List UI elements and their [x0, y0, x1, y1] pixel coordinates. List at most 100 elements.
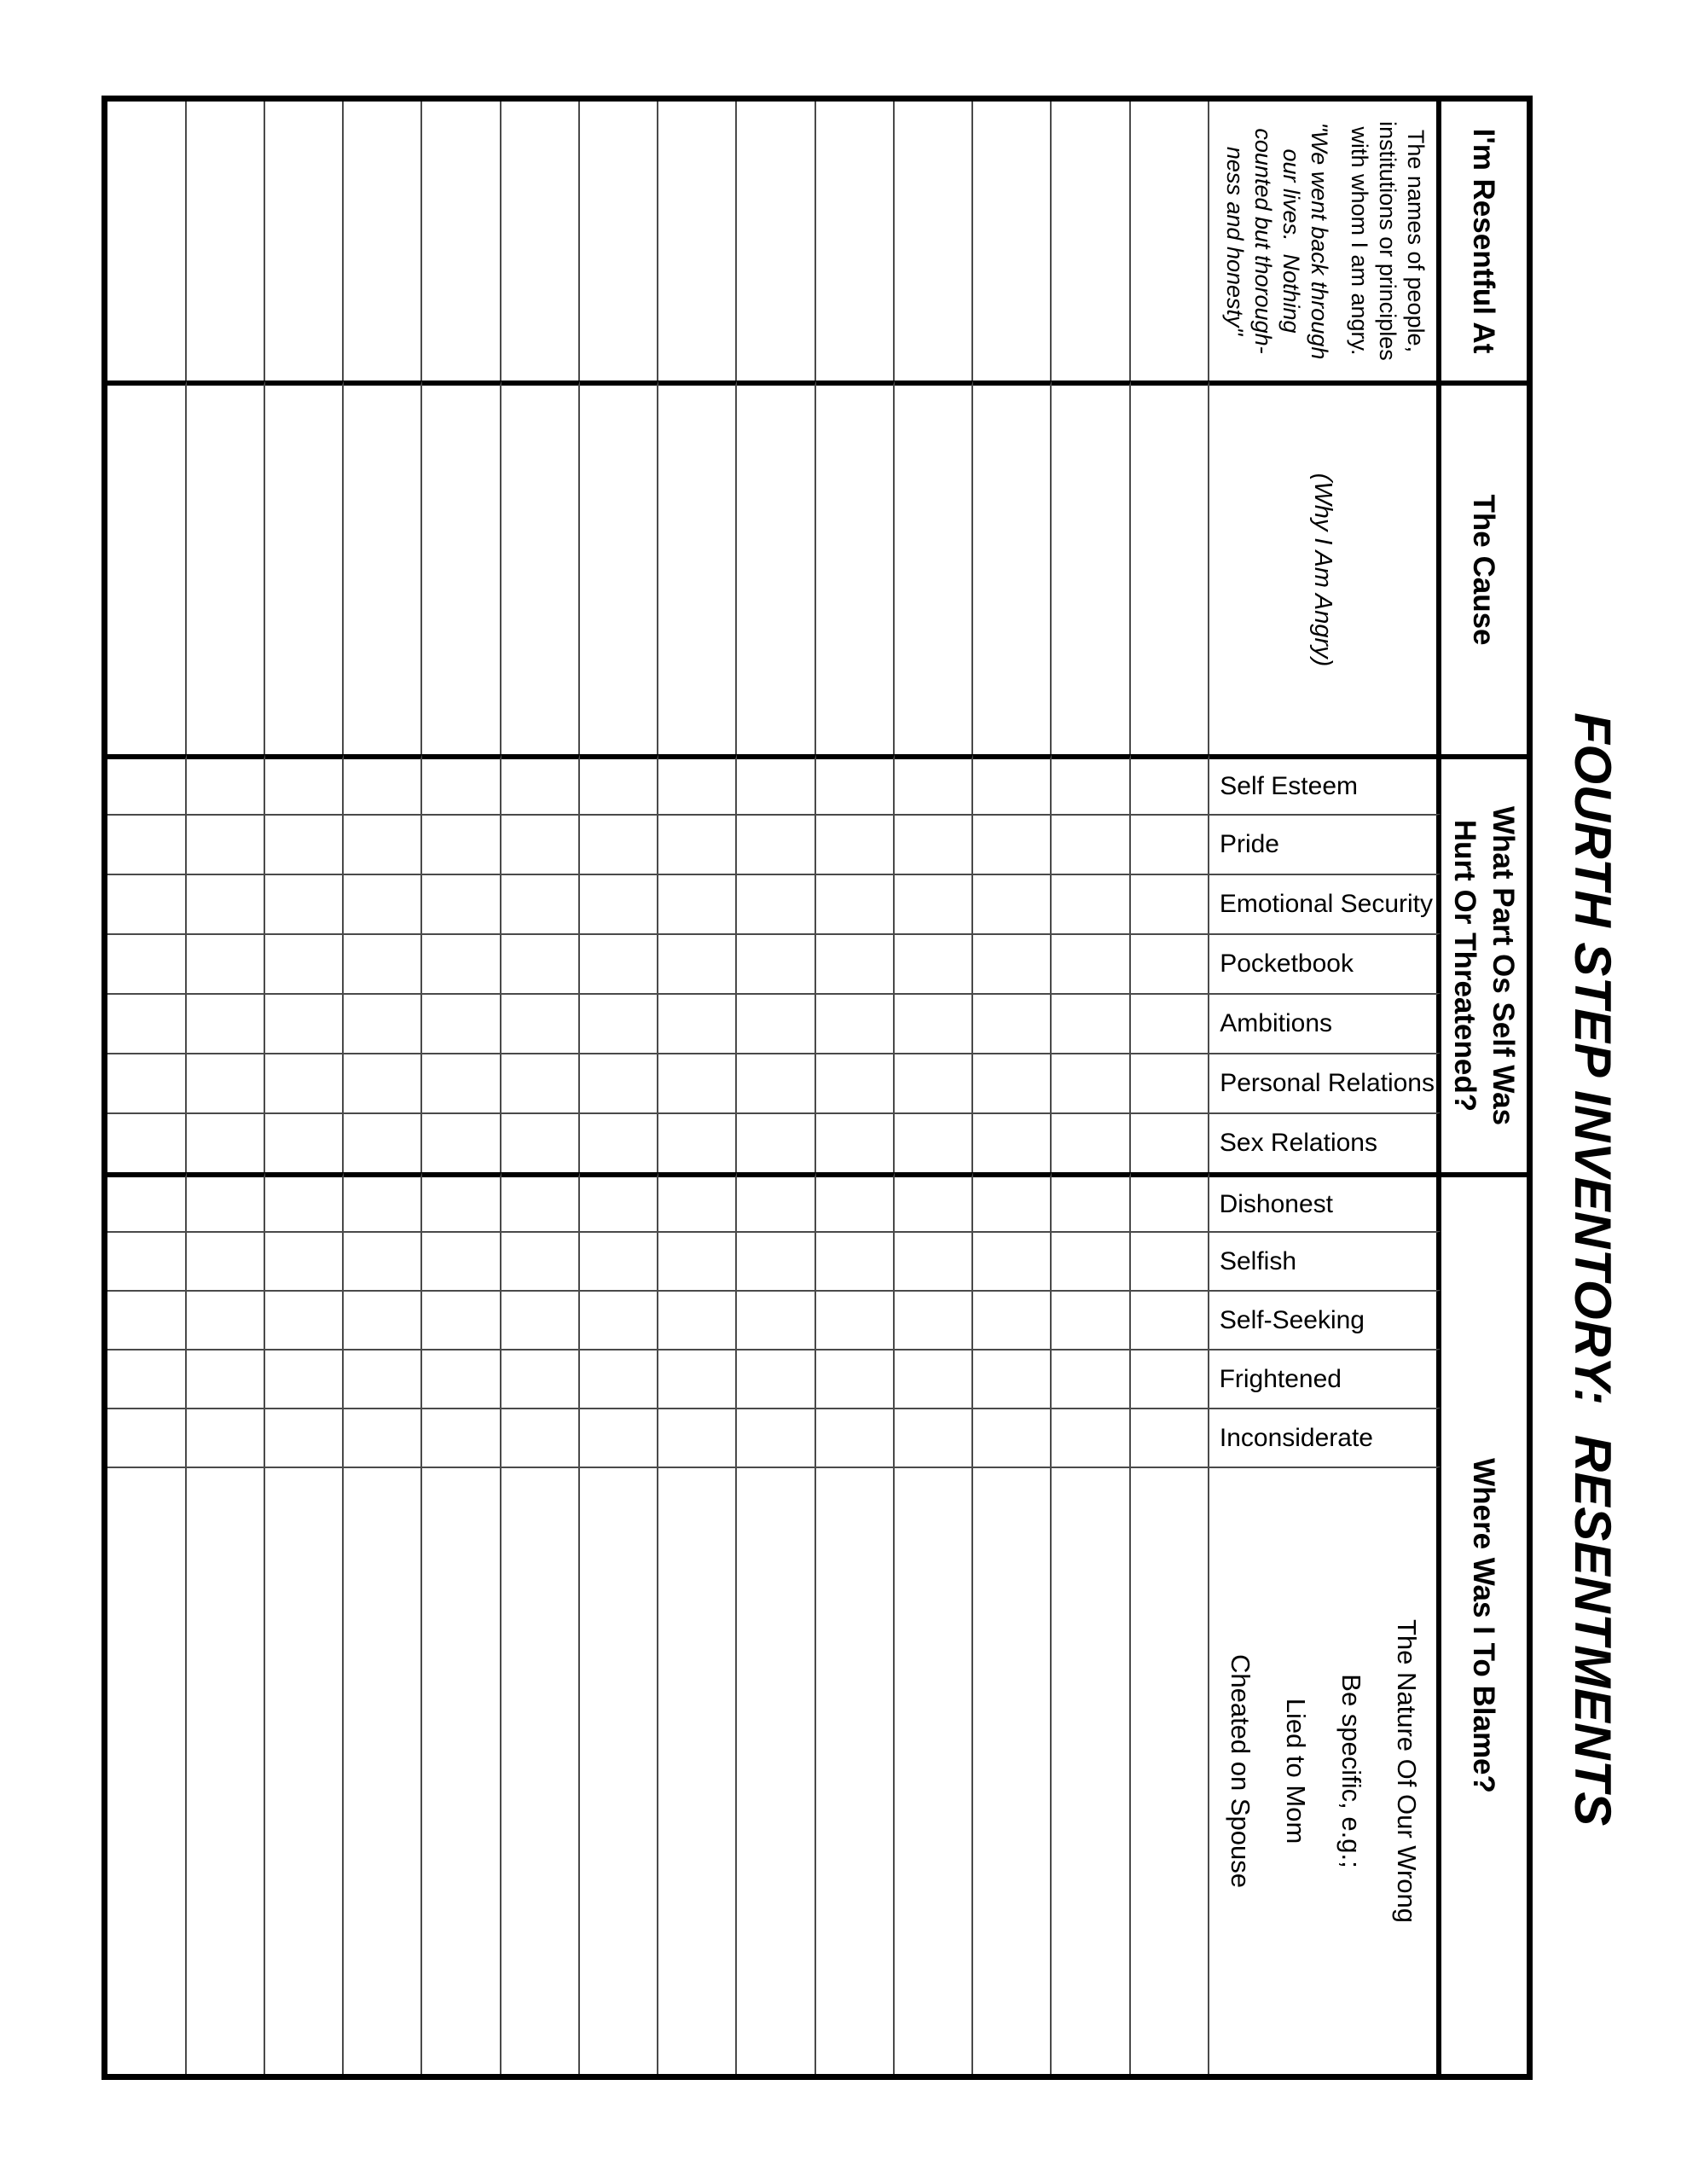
empty-data-cell [422, 754, 501, 814]
empty-data-cell [658, 1349, 738, 1408]
guide-cause-cell: (Why I Am Angry) [1209, 380, 1441, 754]
empty-data-cell [1052, 993, 1131, 1053]
empty-data-cell [186, 1349, 265, 1408]
empty-data-cell [1130, 1408, 1209, 1467]
empty-data-cell [658, 1172, 738, 1231]
empty-data-cell [186, 993, 265, 1053]
empty-data-cell [579, 754, 659, 814]
empty-data-cell [973, 933, 1052, 993]
empty-data-cell [973, 1172, 1052, 1231]
sub-column-label: Frightened [1220, 1364, 1342, 1393]
empty-data-cell [737, 380, 816, 754]
sub-column-label: Sex Relations [1220, 1129, 1378, 1157]
sub-column-label: Self Esteem [1220, 772, 1358, 800]
empty-data-cell [107, 754, 187, 814]
empty-data-cell [107, 1112, 187, 1172]
empty-data-cell [344, 1290, 423, 1349]
empty-data-cell [815, 1053, 895, 1112]
sub-column-dishonest: Dishonest [1209, 1172, 1441, 1231]
empty-data-cell [894, 933, 974, 993]
empty-data-cell [737, 102, 816, 380]
sub-column-label: Personal Relations [1220, 1069, 1435, 1097]
empty-data-cell [658, 102, 738, 380]
empty-data-cell [737, 1349, 816, 1408]
empty-data-cell [501, 1467, 580, 2074]
empty-data-cell [658, 1053, 738, 1112]
empty-data-cell [894, 1290, 974, 1349]
empty-data-cell [737, 754, 816, 814]
empty-data-cell [344, 1172, 423, 1231]
empty-data-cell [1052, 1053, 1131, 1112]
empty-data-cell [737, 1053, 816, 1112]
empty-data-cell [422, 1408, 501, 1467]
nature-line: The Nature Of Our Wrong [1392, 1618, 1422, 1924]
empty-data-cell [501, 1408, 580, 1467]
empty-data-cell [186, 1408, 265, 1467]
empty-data-cell [107, 1231, 187, 1290]
empty-data-cell [107, 874, 187, 933]
empty-data-cell [658, 1408, 738, 1467]
header-what-part-of-self: What Part Os Self Was Hurt Or Threatened… [1441, 754, 1527, 1172]
empty-data-cell [344, 993, 423, 1053]
empty-data-cell [1052, 814, 1131, 874]
empty-data-cell [501, 1290, 580, 1349]
sub-column-label: Emotional Security [1220, 890, 1434, 918]
empty-data-cell [973, 993, 1052, 1053]
empty-data-cell [1130, 814, 1209, 874]
empty-data-cell [1130, 993, 1209, 1053]
empty-data-cell [737, 874, 816, 933]
empty-data-cell [186, 754, 265, 814]
empty-data-cell [107, 1053, 187, 1112]
empty-data-cell [501, 993, 580, 1053]
header-the-cause-label: The Cause [1467, 494, 1501, 646]
empty-data-cell [501, 380, 580, 754]
sub-column-selfish: Selfish [1209, 1231, 1441, 1290]
header-where-was-i-to-blame: Where Was I To Blame? [1441, 1172, 1527, 2074]
empty-data-cell [894, 754, 974, 814]
empty-data-cell [1130, 1467, 1209, 2074]
empty-data-cell [264, 1053, 345, 1112]
empty-data-cell [973, 1231, 1052, 1290]
empty-data-cell [1052, 1231, 1131, 1290]
empty-data-cell [1130, 380, 1209, 754]
empty-data-cell [107, 380, 187, 754]
empty-data-cell [1130, 1053, 1209, 1112]
empty-data-cell [186, 1290, 265, 1349]
empty-data-cell [501, 814, 580, 874]
empty-data-cell [1052, 874, 1131, 933]
empty-data-cell [107, 1172, 187, 1231]
empty-data-cell [107, 933, 187, 993]
empty-data-cell [422, 1112, 501, 1172]
empty-data-cell [264, 1467, 345, 2074]
empty-data-cell [1130, 1112, 1209, 1172]
empty-data-cell [422, 814, 501, 874]
empty-data-cell [894, 1408, 974, 1467]
quote-line: ness and honesty" [1222, 146, 1248, 336]
empty-data-cell [186, 1231, 265, 1290]
empty-data-cell [422, 1467, 501, 2074]
empty-data-cell [264, 1349, 345, 1408]
nature-line: Be specific, e.g.; [1336, 1674, 1366, 1868]
sub-column-sex-relations: Sex Relations [1209, 1112, 1441, 1172]
empty-data-cell [186, 874, 265, 933]
empty-data-cell [579, 874, 659, 933]
empty-data-cell [422, 380, 501, 754]
empty-data-cell [1130, 874, 1209, 933]
empty-data-cell [1052, 754, 1131, 814]
empty-data-cell [894, 1349, 974, 1408]
empty-data-cell [737, 1172, 816, 1231]
empty-data-cell [579, 1053, 659, 1112]
empty-data-cell [973, 380, 1052, 754]
empty-data-cell [186, 380, 265, 754]
empty-data-cell [815, 1231, 895, 1290]
empty-data-cell [579, 1112, 659, 1172]
empty-data-cell [815, 933, 895, 993]
header-blame-label: Where Was I To Blame? [1467, 1458, 1501, 1793]
empty-data-cell [344, 102, 423, 380]
form-title: FOURTH STEP INVENTORY: RESENTMENTS [1564, 712, 1621, 1827]
empty-data-cell [422, 1172, 501, 1231]
empty-data-cell [1052, 102, 1131, 380]
empty-data-cell [894, 874, 974, 933]
empty-data-cell [1130, 1349, 1209, 1408]
